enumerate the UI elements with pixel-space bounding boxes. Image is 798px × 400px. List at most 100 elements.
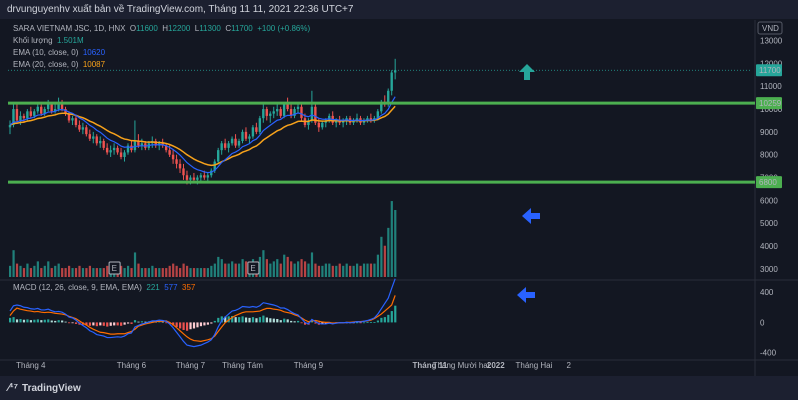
volume-bar <box>383 245 386 277</box>
candle-body <box>241 131 244 142</box>
candle-body <box>369 118 373 121</box>
time-axis-label: Tháng 11 <box>413 361 448 370</box>
macd-histogram-bar <box>67 322 71 324</box>
macd-histogram-bar <box>61 320 64 323</box>
currency-box[interactable] <box>757 21 783 35</box>
left-arrow-annotation-icon <box>522 208 540 224</box>
time-axis-label: 2 <box>566 361 571 370</box>
candle-body <box>390 72 393 91</box>
tradingview-logo-icon: ⁄¹⁷ <box>8 382 19 394</box>
ema10-legend[interactable]: EMA (10, close, 0) 10620 <box>13 48 106 57</box>
volume-bar <box>19 265 22 277</box>
macd-histogram-bar <box>116 322 119 326</box>
candle-body <box>26 111 29 119</box>
macd-histogram-bar <box>376 320 380 323</box>
macd-histogram-bar <box>29 320 33 323</box>
ema20-legend[interactable]: EMA (20, close, 0) 10087 <box>13 60 106 69</box>
macd-histogram-bar <box>54 320 57 323</box>
macd-histogram-bar <box>234 317 237 323</box>
ema20-value: 10087 <box>82 60 106 69</box>
candle-body <box>244 131 248 139</box>
volume-bar <box>158 268 161 277</box>
price-tick-label: 13000 <box>760 37 783 46</box>
volume-bar <box>120 265 123 277</box>
volume-bar <box>15 263 19 277</box>
price-tick-label: 12000 <box>760 59 783 68</box>
candle-body <box>286 104 289 110</box>
macd-histogram-bar <box>262 315 265 323</box>
earnings-marker[interactable] <box>108 261 121 275</box>
macd-histogram-bar <box>192 322 196 329</box>
price-tick-label: 5000 <box>760 219 778 228</box>
macd-histogram-bar <box>258 317 262 323</box>
symbol-name[interactable]: SARA VIETNAM JSC, 1D, HNX <box>13 24 126 33</box>
macd-histogram-bar <box>151 320 154 323</box>
volume-bar <box>283 254 286 277</box>
volume-legend[interactable]: Khối lượng 1.501M <box>13 36 84 45</box>
macd-histogram-bar <box>22 319 26 323</box>
macd-histogram-bar <box>213 320 216 323</box>
candle-body <box>199 175 203 178</box>
tradingview-logo[interactable]: ⁄¹⁷ TradingView <box>8 382 81 394</box>
macd-histogram-bar <box>182 322 185 330</box>
time-axis-label: Tháng Hai <box>516 361 553 370</box>
candle-body <box>352 120 355 123</box>
volume-bar <box>307 263 310 277</box>
level-price-label: 6800 <box>759 178 777 187</box>
candle-body <box>119 152 123 157</box>
volume-bar <box>220 259 223 277</box>
macd-histogram-bar <box>366 322 369 323</box>
volume-bar <box>297 261 300 277</box>
volume-bar <box>272 261 275 277</box>
macd-histogram-bar <box>359 322 362 324</box>
candle-body <box>293 109 296 116</box>
candle-body <box>64 109 67 114</box>
candle-body <box>178 163 182 169</box>
macd-histogram-bar <box>269 318 272 323</box>
macd-histogram-bar <box>137 321 140 323</box>
time-axis-label: Tháng 7 <box>176 361 206 370</box>
volume-bar <box>217 256 220 277</box>
candle-body <box>109 150 112 153</box>
candle-body <box>203 175 206 178</box>
candle-body <box>19 115 22 121</box>
candle-body <box>116 147 119 153</box>
macd-legend[interactable]: MACD (12, 26, close, 9, EMA, EMA) 221 57… <box>13 283 196 292</box>
volume-bar <box>349 265 352 277</box>
time-axis-label: Tháng 9 <box>294 361 324 370</box>
candle-body <box>133 141 137 151</box>
volume-bar <box>387 227 390 277</box>
volume-bar <box>238 263 241 277</box>
price-tick-label: 6000 <box>760 196 778 205</box>
macd-histogram-bar <box>255 318 258 323</box>
macd-histogram-bar <box>106 322 109 327</box>
volume-bar <box>74 268 78 277</box>
volume-bar <box>390 201 393 277</box>
macd-histogram-bar <box>373 322 376 323</box>
volume-bar <box>81 268 85 277</box>
time-axis-label: Tháng 6 <box>117 361 147 370</box>
candle-body <box>175 159 178 164</box>
macd-histogram-bar <box>19 319 22 323</box>
candle-body <box>67 113 71 121</box>
volume-bar <box>369 263 373 277</box>
volume-bar <box>231 261 234 277</box>
candle-body <box>265 109 268 116</box>
volume-bar <box>64 268 67 277</box>
macd-histogram-bar <box>102 322 105 326</box>
earnings-marker[interactable] <box>247 261 260 275</box>
candle-body <box>272 111 275 114</box>
volume-bar <box>203 268 206 277</box>
volume-bar <box>335 265 338 277</box>
macd-histogram-bar <box>120 322 123 326</box>
candle-body <box>12 109 15 126</box>
volume-bar <box>189 268 192 277</box>
candle-body <box>279 109 282 116</box>
symbol-legend: SARA VIETNAM JSC, 1D, HNX O11600 H12200 … <box>13 24 311 33</box>
macd-histogram-bar <box>50 320 53 323</box>
macd-histogram-bar <box>380 317 383 323</box>
macd-histogram-bar <box>297 320 300 323</box>
price-tick-label: 10000 <box>760 105 783 114</box>
time-axis-label: Tháng Tám <box>222 361 263 370</box>
